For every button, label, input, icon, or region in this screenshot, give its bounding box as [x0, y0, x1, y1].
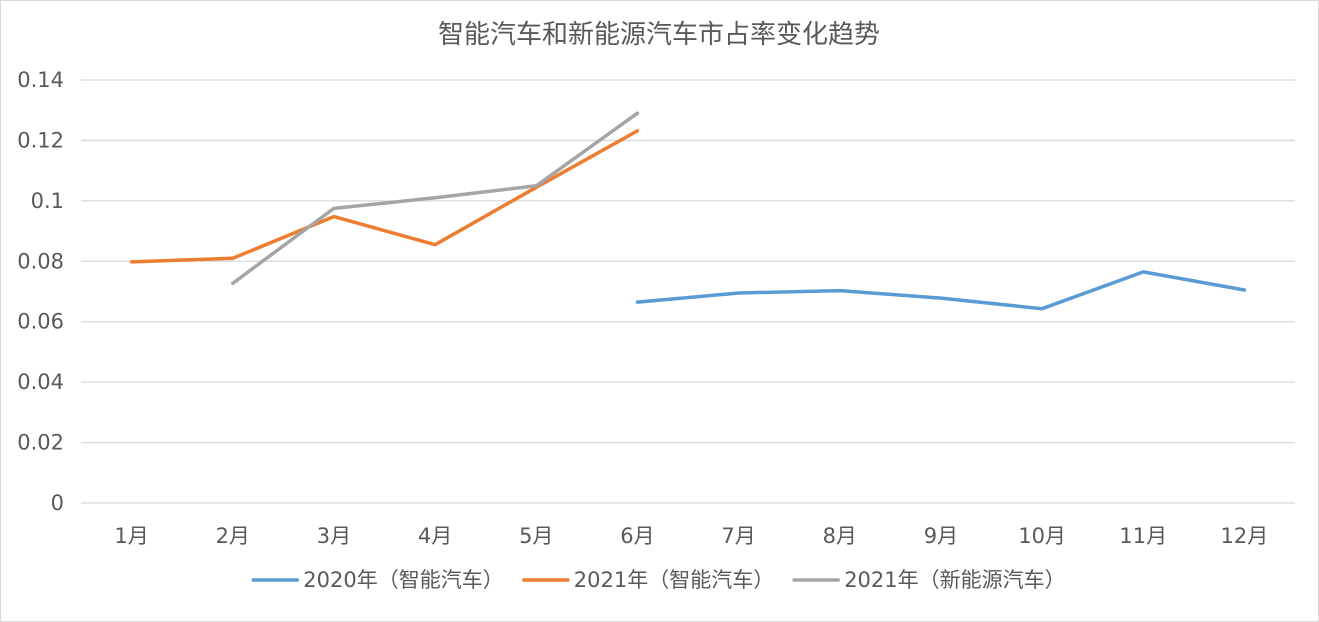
- legend-label: 2021年（智能汽车）: [574, 568, 774, 592]
- y-tick-label: 0.06: [17, 310, 64, 334]
- legend-label: 2020年（智能汽车）: [303, 568, 503, 592]
- x-tick-label: 6月: [620, 524, 654, 548]
- legend-label: 2021年（新能源汽车）: [844, 568, 1065, 592]
- y-tick-label: 0.1: [31, 189, 64, 213]
- chart-title: 智能汽车和新能源汽车市占率变化趋势: [438, 20, 880, 50]
- x-tick-label: 8月: [823, 524, 857, 548]
- legend: 2020年（智能汽车） 2021年（智能汽车） 2021年（新能源汽车）: [251, 568, 1066, 592]
- y-axis-tick-labels: 0 0.02 0.04 0.06 0.08 0.1 0.12 0.14: [17, 68, 64, 515]
- x-tick-label: 5月: [519, 524, 553, 548]
- legend-item: 2020年（智能汽车）: [251, 568, 504, 592]
- y-tick-label: 0.14: [17, 68, 64, 92]
- series-line-1: [635, 270, 1247, 311]
- x-tick-label: 9月: [924, 524, 958, 548]
- x-tick-label: 1月: [114, 524, 148, 548]
- x-tick-label: 4月: [418, 524, 452, 548]
- x-tick-label: 11月: [1119, 524, 1167, 548]
- series-line-2: [129, 129, 640, 264]
- x-tick-label: 7月: [721, 524, 755, 548]
- x-tick-label: 12月: [1221, 524, 1269, 548]
- legend-item: 2021年（智能汽车）: [522, 568, 774, 592]
- y-tick-label: 0.04: [17, 370, 64, 394]
- x-tick-label: 10月: [1018, 524, 1066, 548]
- y-tick-label: 0.12: [17, 128, 64, 152]
- x-axis-tick-labels: 1月 2月 3月 4月 5月 6月 7月 8月 9月 10月 11月 12月: [114, 524, 1268, 548]
- series-line-3: [231, 111, 640, 286]
- x-tick-label: 3月: [317, 524, 351, 548]
- gridlines: [81, 79, 1295, 504]
- legend-item: 2021年（新能源汽车）: [792, 568, 1066, 592]
- x-tick-label: 2月: [216, 524, 250, 548]
- series-lines: [129, 111, 1247, 311]
- y-tick-label: 0.02: [17, 431, 64, 455]
- y-tick-label: 0.08: [17, 249, 64, 273]
- y-tick-label: 0: [51, 491, 64, 515]
